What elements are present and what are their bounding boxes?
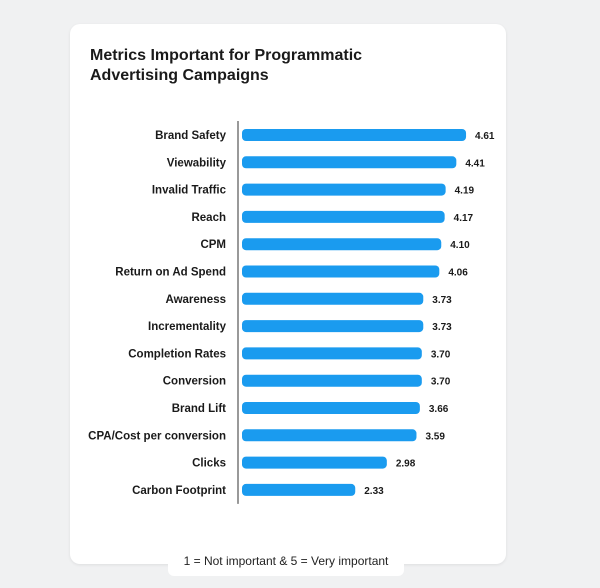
category-label: Conversion [163, 376, 226, 388]
category-label: Return on Ad Spend [115, 267, 226, 279]
bar [242, 402, 420, 414]
category-label: CPM [200, 239, 226, 251]
chart-title: Metrics Important for Programmatic Adver… [90, 47, 363, 84]
value-label: 3.73 [432, 322, 452, 333]
value-label: 4.17 [454, 213, 474, 224]
value-label: 2.98 [396, 459, 416, 470]
bar [242, 456, 387, 469]
category-label: Completion Rates [128, 348, 226, 360]
bar [242, 292, 424, 305]
value-label: 2.33 [364, 486, 384, 497]
category-label: Brand Lift [172, 403, 226, 415]
value-label: 4.19 [455, 186, 475, 197]
category-label: Invalid Traffic [152, 185, 227, 197]
bar [242, 129, 467, 141]
bar [242, 374, 422, 387]
category-label: Brand Safety [155, 130, 227, 142]
category-label: Reach [191, 212, 226, 224]
bar [242, 483, 356, 496]
bar [242, 183, 446, 196]
value-label: 3.70 [431, 349, 451, 360]
category-label: CPA/Cost per conversion [88, 430, 226, 442]
category-label: Incrementality [148, 321, 227, 333]
bar [242, 238, 442, 251]
value-label: 3.70 [431, 377, 451, 388]
scale-note: 1 = Not important & 5 = Very important [168, 546, 404, 576]
category-label: Clicks [192, 458, 226, 470]
value-label: 3.59 [425, 431, 445, 442]
value-label: 4.61 [475, 131, 495, 142]
bar [242, 347, 422, 360]
category-label: Viewability [167, 157, 227, 169]
value-label: 3.66 [429, 404, 449, 415]
category-label: Carbon Footprint [132, 485, 226, 497]
bar [242, 265, 440, 278]
bar [242, 156, 457, 169]
bar [242, 320, 424, 333]
category-label: Awareness [165, 294, 226, 306]
value-label: 3.73 [432, 295, 452, 306]
bar [242, 210, 445, 223]
value-label: 4.41 [465, 158, 485, 169]
value-label: 4.06 [448, 268, 468, 279]
bar [242, 429, 417, 442]
value-label: 4.10 [450, 240, 470, 251]
